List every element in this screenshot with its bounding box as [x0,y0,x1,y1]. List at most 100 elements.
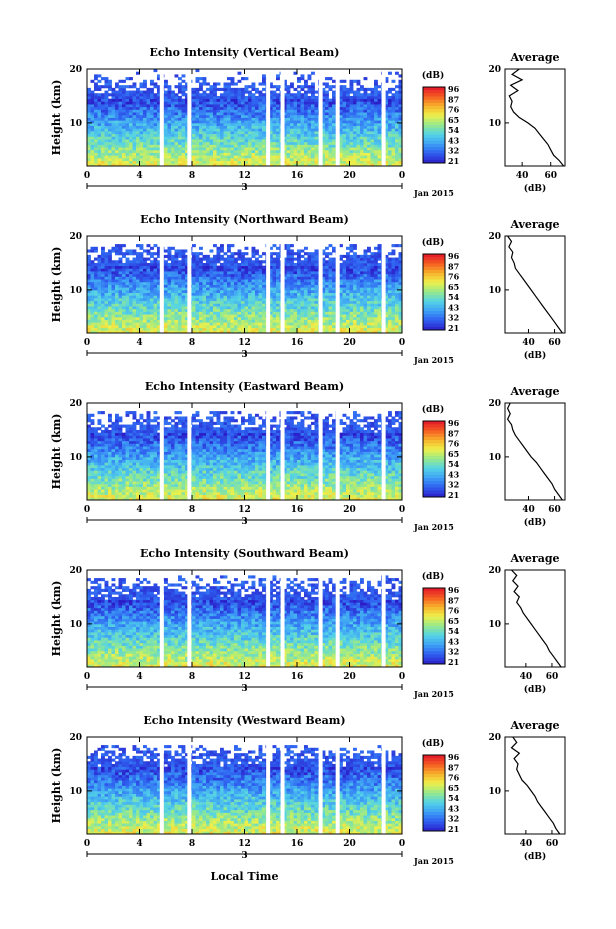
heatmap-cell [87,265,91,269]
heatmap-cell [185,104,189,108]
heatmap-cell [307,112,312,116]
heatmap-cell [370,319,375,323]
heatmap-cell [94,77,98,81]
heatmap-cell [311,120,315,124]
heatmap-cell [367,316,371,320]
heatmap-cell [346,136,350,140]
heatmap-cell [391,314,396,318]
heatmap-cell [395,109,399,113]
heatmap-cell [244,308,249,312]
heatmap-cell [167,114,172,118]
x-tick-label: 16 [291,171,304,181]
heatmap-cell [157,157,161,162]
heatmap-cell [150,295,154,299]
heatmap-cell [304,98,308,102]
heatmap-cell [230,87,235,91]
heatmap-cell [125,112,130,116]
heatmap-cell [195,265,200,269]
heatmap-cell [153,324,158,329]
heatmap-cell [132,322,137,326]
heatmap-cell [272,324,277,329]
heatmap-cell [146,90,151,94]
heatmap-cell [136,295,140,299]
heatmap-cell [283,273,287,277]
heatmap-cell [150,287,154,291]
heatmap-cell [311,319,315,323]
heatmap-cell [223,276,228,280]
heatmap-cell [332,314,336,318]
heatmap-cell [356,136,361,140]
heatmap-cell [230,144,235,148]
heatmap-cell [90,303,95,307]
heatmap-cell [192,327,196,331]
heatmap-cell [304,125,308,129]
heatmap-cell [328,279,333,283]
heatmap-cell [118,141,123,145]
heatmap-cell [384,149,389,153]
heatmap-cell [174,114,179,118]
heatmap-cell [136,276,140,280]
heatmap-cell [206,95,210,100]
heatmap-cell [391,303,396,307]
heatmap-cell [104,104,109,108]
heatmap-cell [230,314,235,318]
heatmap-cell [164,279,168,283]
heatmap-cell [241,295,245,299]
heatmap-cell [115,101,119,105]
heatmap-cell [199,128,203,132]
heatmap-cell [395,157,399,162]
heatmap-cell [307,281,312,285]
heatmap-cell [164,117,168,121]
heatmap-cell [192,87,196,91]
heatmap-cell [143,133,147,137]
heatmap-cell [258,155,263,159]
heatmap-cell [349,109,354,113]
heatmap-cell [360,292,364,296]
heatmap-cell [325,112,329,116]
heatmap-cell [230,316,235,320]
heatmap-cell [192,133,196,137]
heatmap-cell [192,149,196,153]
heatmap-cell [353,109,357,113]
heatmap-cell [346,284,350,288]
heatmap-cell [150,133,154,137]
heatmap-cell [164,128,168,132]
heatmap-cell [398,79,403,83]
heatmap-cell [206,114,210,118]
heatmap-cell [363,155,368,159]
heatmap-cell [230,125,235,129]
heatmap-cell [122,157,126,162]
heatmap-cell [227,322,231,326]
heatmap-cell [125,101,130,105]
heatmap-cell [307,297,312,302]
heatmap-cell [181,106,186,110]
heatmap-cell [122,149,126,153]
heatmap-cell [311,114,315,118]
heatmap-cell [391,120,396,124]
heatmap-cell [104,95,109,100]
heatmap-cell [195,308,200,312]
heatmap-cell [283,281,287,285]
heatmap-cell [132,128,137,132]
heatmap-cell [328,330,333,334]
heatmap-cell [276,271,280,275]
heatmap-cell [328,311,333,315]
heatmap-cell [227,82,231,86]
heatmap-cell [297,160,301,164]
heatmap-cell [157,147,161,151]
heatmap-cell [248,297,252,302]
heatmap-cell [101,85,105,89]
heatmap-cell [157,155,161,159]
heatmap-cell [286,289,291,293]
heatmap-cell [164,297,168,302]
heatmap-cell [255,271,259,275]
heatmap-cell [377,112,382,116]
heatmap-cell [108,308,112,312]
heatmap-cell [87,147,91,151]
heatmap-cell [311,287,315,291]
heatmap-cell [125,117,130,121]
heatmap-cell [353,273,357,277]
heatmap-cell [339,136,343,140]
heatmap-cell [395,152,399,156]
heatmap-cell [262,120,266,124]
